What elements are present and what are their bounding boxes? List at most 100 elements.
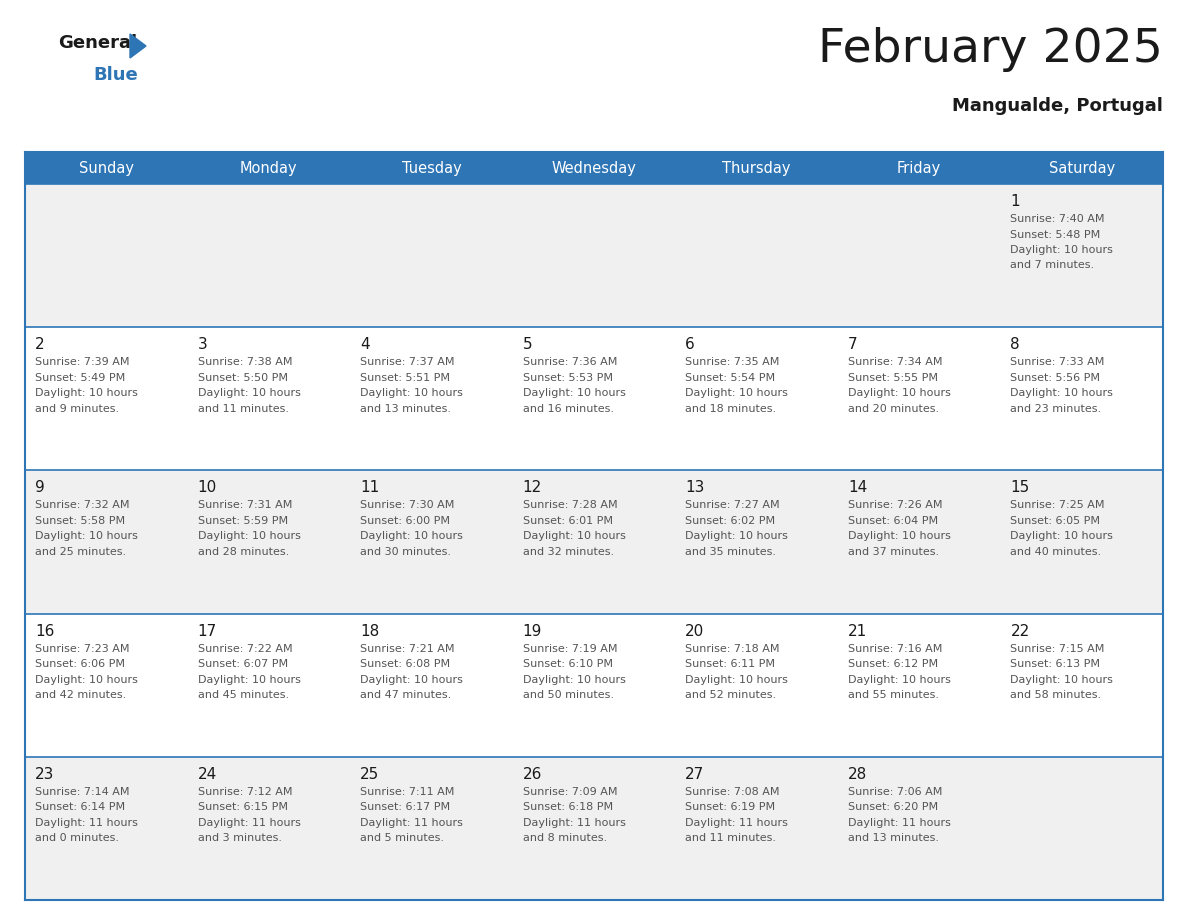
Text: 22: 22 [1011, 623, 1030, 639]
Text: 27: 27 [685, 767, 704, 782]
Text: Sunrise: 7:35 AM: Sunrise: 7:35 AM [685, 357, 779, 367]
Text: Sunrise: 7:28 AM: Sunrise: 7:28 AM [523, 500, 618, 510]
Text: Daylight: 10 hours: Daylight: 10 hours [34, 388, 138, 398]
Text: Sunset: 6:07 PM: Sunset: 6:07 PM [197, 659, 287, 669]
Text: Sunset: 6:15 PM: Sunset: 6:15 PM [197, 802, 287, 812]
Text: 12: 12 [523, 480, 542, 496]
Text: and 3 minutes.: and 3 minutes. [197, 834, 282, 844]
Text: 16: 16 [34, 623, 55, 639]
Text: Sunset: 6:08 PM: Sunset: 6:08 PM [360, 659, 450, 669]
Text: and 5 minutes.: and 5 minutes. [360, 834, 444, 844]
Text: Sunset: 6:05 PM: Sunset: 6:05 PM [1011, 516, 1100, 526]
Text: 6: 6 [685, 337, 695, 353]
Text: Sunrise: 7:14 AM: Sunrise: 7:14 AM [34, 787, 129, 797]
Text: Daylight: 11 hours: Daylight: 11 hours [523, 818, 626, 828]
Text: and 9 minutes.: and 9 minutes. [34, 404, 119, 414]
Text: Daylight: 10 hours: Daylight: 10 hours [360, 675, 463, 685]
Text: Sunset: 6:13 PM: Sunset: 6:13 PM [1011, 659, 1100, 669]
Text: Sunset: 6:04 PM: Sunset: 6:04 PM [848, 516, 939, 526]
Text: Daylight: 11 hours: Daylight: 11 hours [848, 818, 950, 828]
Text: Sunrise: 7:32 AM: Sunrise: 7:32 AM [34, 500, 129, 510]
Text: Sunset: 6:02 PM: Sunset: 6:02 PM [685, 516, 776, 526]
Text: and 47 minutes.: and 47 minutes. [360, 690, 451, 700]
Text: and 0 minutes.: and 0 minutes. [34, 834, 119, 844]
Text: Sunrise: 7:36 AM: Sunrise: 7:36 AM [523, 357, 617, 367]
Text: Wednesday: Wednesday [551, 161, 637, 175]
Text: Sunset: 5:56 PM: Sunset: 5:56 PM [1011, 373, 1100, 383]
Text: Sunset: 6:19 PM: Sunset: 6:19 PM [685, 802, 776, 812]
Bar [25, 470, 1163, 613]
Text: Sunrise: 7:12 AM: Sunrise: 7:12 AM [197, 787, 292, 797]
Text: 24: 24 [197, 767, 217, 782]
Text: Saturday: Saturday [1049, 161, 1114, 175]
Text: Sunrise: 7:37 AM: Sunrise: 7:37 AM [360, 357, 455, 367]
Text: February 2025: February 2025 [819, 27, 1163, 72]
Text: Sunrise: 7:23 AM: Sunrise: 7:23 AM [34, 644, 129, 654]
Text: and 37 minutes.: and 37 minutes. [848, 547, 939, 557]
Text: Sunrise: 7:26 AM: Sunrise: 7:26 AM [848, 500, 942, 510]
Text: Sunrise: 7:16 AM: Sunrise: 7:16 AM [848, 644, 942, 654]
Text: Sunrise: 7:34 AM: Sunrise: 7:34 AM [848, 357, 942, 367]
Bar [25, 327, 1163, 470]
Text: 18: 18 [360, 623, 379, 639]
Text: Sunset: 6:10 PM: Sunset: 6:10 PM [523, 659, 613, 669]
Text: and 11 minutes.: and 11 minutes. [685, 834, 776, 844]
Text: Sunrise: 7:15 AM: Sunrise: 7:15 AM [1011, 644, 1105, 654]
Text: and 8 minutes.: and 8 minutes. [523, 834, 607, 844]
Text: and 40 minutes.: and 40 minutes. [1011, 547, 1101, 557]
Text: 2: 2 [34, 337, 45, 353]
Text: Sunset: 6:20 PM: Sunset: 6:20 PM [848, 802, 939, 812]
Text: 20: 20 [685, 623, 704, 639]
Text: Sunrise: 7:30 AM: Sunrise: 7:30 AM [360, 500, 455, 510]
Text: Daylight: 11 hours: Daylight: 11 hours [360, 818, 463, 828]
Text: and 7 minutes.: and 7 minutes. [1011, 261, 1094, 271]
Text: Daylight: 11 hours: Daylight: 11 hours [34, 818, 138, 828]
Text: Sunrise: 7:06 AM: Sunrise: 7:06 AM [848, 787, 942, 797]
Text: 19: 19 [523, 623, 542, 639]
Text: and 58 minutes.: and 58 minutes. [1011, 690, 1101, 700]
Text: and 11 minutes.: and 11 minutes. [197, 404, 289, 414]
Text: Sunrise: 7:40 AM: Sunrise: 7:40 AM [1011, 214, 1105, 224]
Text: and 50 minutes.: and 50 minutes. [523, 690, 614, 700]
Text: 23: 23 [34, 767, 55, 782]
Text: Daylight: 10 hours: Daylight: 10 hours [1011, 245, 1113, 255]
Text: 4: 4 [360, 337, 369, 353]
Text: Sunrise: 7:31 AM: Sunrise: 7:31 AM [197, 500, 292, 510]
Text: and 32 minutes.: and 32 minutes. [523, 547, 614, 557]
Text: 7: 7 [848, 337, 858, 353]
Text: 15: 15 [1011, 480, 1030, 496]
Text: Daylight: 10 hours: Daylight: 10 hours [685, 532, 788, 542]
Polygon shape [129, 34, 146, 58]
Text: and 13 minutes.: and 13 minutes. [848, 834, 939, 844]
Text: and 28 minutes.: and 28 minutes. [197, 547, 289, 557]
Text: 26: 26 [523, 767, 542, 782]
Text: Tuesday: Tuesday [402, 161, 461, 175]
Text: Sunset: 5:50 PM: Sunset: 5:50 PM [197, 373, 287, 383]
Text: Daylight: 11 hours: Daylight: 11 hours [197, 818, 301, 828]
Text: 1: 1 [1011, 194, 1020, 209]
Text: Daylight: 10 hours: Daylight: 10 hours [360, 532, 463, 542]
Text: 17: 17 [197, 623, 217, 639]
Text: and 52 minutes.: and 52 minutes. [685, 690, 777, 700]
Text: and 35 minutes.: and 35 minutes. [685, 547, 776, 557]
Text: Sunrise: 7:09 AM: Sunrise: 7:09 AM [523, 787, 618, 797]
Bar [25, 756, 1163, 900]
Text: and 20 minutes.: and 20 minutes. [848, 404, 939, 414]
Text: 5: 5 [523, 337, 532, 353]
Text: and 55 minutes.: and 55 minutes. [848, 690, 939, 700]
Text: and 23 minutes.: and 23 minutes. [1011, 404, 1101, 414]
Bar [25, 184, 1163, 327]
Text: Sunset: 6:18 PM: Sunset: 6:18 PM [523, 802, 613, 812]
Text: Sunrise: 7:08 AM: Sunrise: 7:08 AM [685, 787, 779, 797]
Text: 14: 14 [848, 480, 867, 496]
Text: Sunset: 5:49 PM: Sunset: 5:49 PM [34, 373, 125, 383]
Text: Daylight: 10 hours: Daylight: 10 hours [34, 532, 138, 542]
Text: Sunset: 6:00 PM: Sunset: 6:00 PM [360, 516, 450, 526]
Text: Daylight: 10 hours: Daylight: 10 hours [360, 388, 463, 398]
Text: 28: 28 [848, 767, 867, 782]
Text: and 18 minutes.: and 18 minutes. [685, 404, 777, 414]
Text: Sunset: 6:11 PM: Sunset: 6:11 PM [685, 659, 776, 669]
Text: Sunset: 5:54 PM: Sunset: 5:54 PM [685, 373, 776, 383]
Text: and 25 minutes.: and 25 minutes. [34, 547, 126, 557]
Text: Daylight: 10 hours: Daylight: 10 hours [197, 532, 301, 542]
